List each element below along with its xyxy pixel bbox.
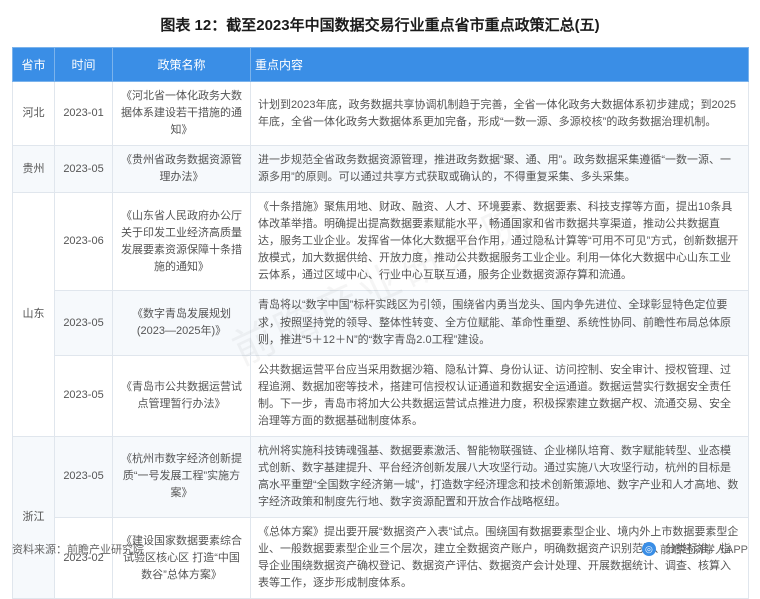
col-header: 重点内容 [251, 48, 749, 82]
cell-province: 贵州 [13, 146, 55, 193]
cell-content: 公共数据运营平台应当采用数据沙箱、隐私计算、身份认证、访问控制、安全审计、授权管… [251, 355, 749, 436]
cell-time: 2023-05 [55, 146, 113, 193]
cell-policy-name: 《河北省一体化政务大数据体系建设若干措施的通知》 [113, 82, 251, 146]
source-label: 资料来源：前瞻产业研究院 [12, 541, 144, 557]
table-row: 2023-05《数字青岛发展规划(2023—2025年)》青岛将以“数字中国”标… [13, 291, 749, 355]
cell-policy-name: 《杭州市数字经济创新提质“一号发展工程”实施方案》 [113, 436, 251, 517]
cell-content: 青岛将以“数字中国”标杆实践区为引领，围绕省内勇当龙头、国内争先进位、全球彰显特… [251, 291, 749, 355]
cell-content: 杭州将实施科技铸魂强基、数据要素激活、智能物联强链、企业梯队培育、数字赋能转型、… [251, 436, 749, 517]
cell-content: 《十条措施》聚焦用地、财政、融资、人才、环境要素、数据要素、科技支撑等方面，提出… [251, 193, 749, 291]
policy-table: 省市时间政策名称重点内容 河北2023-01《河北省一体化政务大数据体系建设若干… [12, 47, 749, 599]
table-row: 2023-05《青岛市公共数据运营试点管理暂行办法》公共数据运营平台应当采用数据… [13, 355, 749, 436]
cell-policy-name: 《贵州省政务数据资源管理办法》 [113, 146, 251, 193]
col-header: 政策名称 [113, 48, 251, 82]
cell-time: 2023-05 [55, 436, 113, 517]
cell-province: 山东 [13, 193, 55, 437]
cell-time: 2023-05 [55, 355, 113, 436]
app-icon: ◎ [642, 542, 656, 556]
cell-time: 2023-05 [55, 291, 113, 355]
cell-content: 《总体方案》提出要开展“数据资产入表”试点。围绕国有数据要素型企业、境内外上市数… [251, 517, 749, 598]
app-label: ◎ 前瞻经济学人APP [642, 541, 748, 557]
cell-province: 河北 [13, 82, 55, 146]
col-header: 省市 [13, 48, 55, 82]
cell-policy-name: 《建设国家数据要素综合试验区核心区 打造“中国数谷”总体方案》 [113, 517, 251, 598]
chart-title: 图表 12：截至2023年中国数据交易行业重点省市重点政策汇总(五) [0, 0, 760, 47]
cell-policy-name: 《青岛市公共数据运营试点管理暂行办法》 [113, 355, 251, 436]
cell-policy-name: 《数字青岛发展规划(2023—2025年)》 [113, 291, 251, 355]
cell-time: 2023-02 [55, 517, 113, 598]
app-text: 前瞻经济学人APP [660, 541, 748, 557]
cell-time: 2023-06 [55, 193, 113, 291]
table-row: 2023-02《建设国家数据要素综合试验区核心区 打造“中国数谷”总体方案》《总… [13, 517, 749, 598]
table-row: 河北2023-01《河北省一体化政务大数据体系建设若干措施的通知》计划到2023… [13, 82, 749, 146]
cell-policy-name: 《山东省人民政府办公厅关于印发工业经济高质量发展要素资源保障十条措施的通知》 [113, 193, 251, 291]
footer: 资料来源：前瞻产业研究院 ◎ 前瞻经济学人APP [12, 541, 748, 557]
col-header: 时间 [55, 48, 113, 82]
cell-content: 进一步规范全省政务数据资源管理，推进政务数据“聚、通、用”。政务数据采集遵循“一… [251, 146, 749, 193]
cell-time: 2023-01 [55, 82, 113, 146]
table-row: 浙江2023-05《杭州市数字经济创新提质“一号发展工程”实施方案》杭州将实施科… [13, 436, 749, 517]
table-row: 贵州2023-05《贵州省政务数据资源管理办法》进一步规范全省政务数据资源管理，… [13, 146, 749, 193]
cell-content: 计划到2023年底，政务数据共享协调机制趋于完善，全省一体化政务大数据体系初步建… [251, 82, 749, 146]
table-row: 山东2023-06《山东省人民政府办公厅关于印发工业经济高质量发展要素资源保障十… [13, 193, 749, 291]
cell-province: 浙江 [13, 436, 55, 598]
